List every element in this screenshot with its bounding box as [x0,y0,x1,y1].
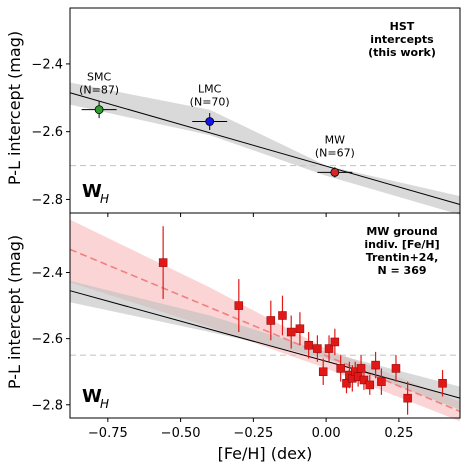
y-tick-label: −2.4 [31,57,63,72]
black-confidence-band [70,280,460,410]
point-label: (N=70) [190,96,230,109]
y-tick-label: −2.8 [31,193,63,208]
data-point [278,311,287,320]
data-point [286,327,296,337]
annotation-line: N = 369 [377,264,426,277]
annotation-line: intercepts [370,33,434,46]
data-point [356,364,366,373]
annotation-line: indiv. [Fe/H] [364,238,439,251]
annotation-line: Trentin+24, [366,251,439,264]
data-point [158,258,168,267]
fit-line [69,92,461,206]
band-subscript: H [100,397,109,411]
data-point [365,380,375,390]
data-point [403,393,412,403]
data-point [330,167,340,177]
annotation-line: MW ground [366,225,437,238]
x-axis-label: [Fe/H] (dex) [218,444,313,463]
annotation-line: HST [390,20,415,33]
data-point [342,379,351,388]
x-tick-label: 0.25 [384,426,413,441]
black-fit-line [69,290,461,399]
data-point [94,105,104,115]
data-point [234,301,244,310]
data-point [391,364,401,373]
band-subscript: H [100,192,109,206]
data-point [336,364,345,373]
x-tick-label: −0.25 [233,426,273,441]
data-point [377,377,386,386]
y-tick-label: −2.4 [31,266,63,281]
data-point [295,324,305,333]
x-tick-label: −0.50 [161,426,201,441]
y-axis-label-bottom: P-L intercept (mag) [5,235,24,389]
point-label: LMC [198,83,222,96]
data-point [438,379,447,388]
y-tick-label: −2.8 [31,398,63,413]
panel-hst-intercepts: SMC(N=87) LMC(N=70) MW(N=67) −2.4 −2.6 −2.8 HS… [31,7,461,217]
data-point [371,360,380,370]
point-label: MW [325,133,345,146]
y-tick-label: −2.6 [31,332,63,347]
red-fit-line [69,248,461,413]
point-label: (N=87) [79,84,119,97]
annotation-line: (this work) [368,46,436,59]
point-label: SMC [87,71,111,84]
data-point [318,367,328,376]
point-label: (N=67) [315,146,355,159]
band-label: W [82,386,102,407]
panel-mw-ground: −2.4 −2.6 −2.8 −0.75 −0.50 −0.25 0.00 0.25 MW gr… [31,212,461,441]
x-tick-label: −0.75 [88,426,128,441]
data-point [304,341,313,350]
data-point [330,337,340,347]
data-point [205,117,215,126]
data-point [266,316,276,325]
y-tick-label: −2.6 [31,125,63,140]
axes-frame [69,212,461,419]
data-point [359,375,369,385]
x-tick-label: 0.00 [312,426,341,441]
y-axis-label-top: P-L intercept (mag) [5,31,24,185]
band-label: W [82,181,102,202]
data-point [324,344,334,353]
data-point [313,344,322,353]
